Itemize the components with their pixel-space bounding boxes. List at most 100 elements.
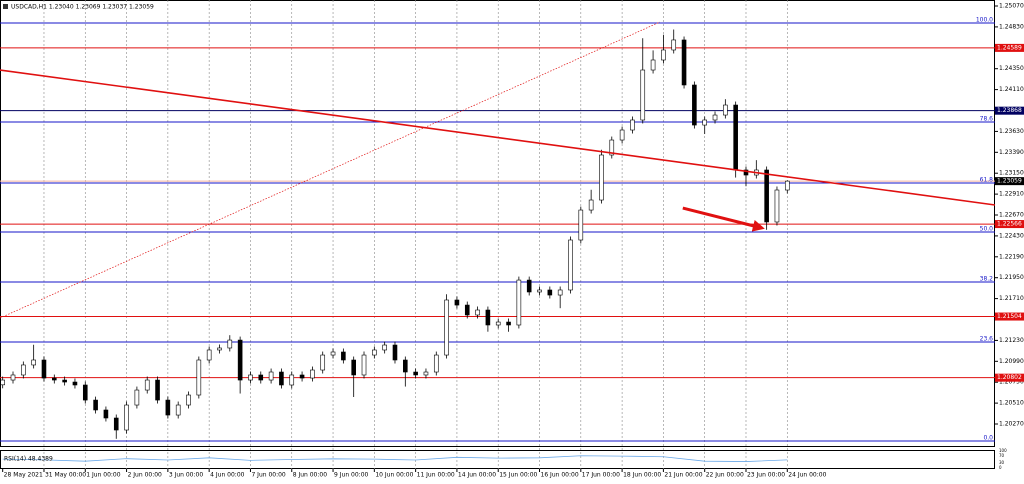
x-tick-label: 15 Jun 00:00 xyxy=(499,472,537,479)
candle-body xyxy=(609,139,615,156)
candle-body xyxy=(330,351,336,356)
level-price-label: 1.24589 xyxy=(997,44,1022,51)
candle-body xyxy=(506,321,511,326)
y-tick-label: 1.20510 xyxy=(999,400,1024,407)
fib-level-label: 100.0 xyxy=(976,16,993,23)
x-tick-label: 23 Jun 00:00 xyxy=(747,472,785,479)
candle-body xyxy=(692,84,697,126)
candle-body xyxy=(258,374,264,381)
candle-body xyxy=(21,364,26,376)
y-tick-label: 1.22430 xyxy=(999,232,1024,239)
candle-body xyxy=(526,279,532,293)
candle-body xyxy=(72,381,78,386)
candle-body xyxy=(124,404,129,431)
level-price-label: 1.23868 xyxy=(997,107,1022,114)
candle-body xyxy=(52,377,57,381)
fib-level-label: 50.0 xyxy=(980,225,994,232)
candle-body xyxy=(248,374,253,381)
candle-body xyxy=(155,379,160,401)
candle-body xyxy=(485,309,491,326)
candle-body xyxy=(320,354,326,371)
candle-body xyxy=(723,104,728,116)
trend-line xyxy=(0,69,996,206)
level-price-label: 1.20802 xyxy=(997,374,1022,381)
x-tick-label: 9 Jun 00:00 xyxy=(334,472,368,479)
y-tick-label: 1.23390 xyxy=(999,149,1024,156)
candle-body xyxy=(382,344,387,351)
candle-body xyxy=(361,354,367,376)
candle-body xyxy=(671,39,677,51)
y-tick-label: 1.25070 xyxy=(999,3,1024,10)
x-tick-label: 14 Jun 00:00 xyxy=(458,472,496,479)
y-tick-label: 1.21950 xyxy=(999,274,1024,281)
candle-body xyxy=(588,199,594,211)
y-tick-label: 1.22190 xyxy=(999,253,1024,260)
chart-title: USDCAD,H1 1.23040 1.23069 1.23037 1.2305… xyxy=(11,4,154,11)
y-tick-label: 1.24830 xyxy=(999,23,1024,30)
candle-body xyxy=(619,129,625,141)
candle-body xyxy=(712,114,718,121)
candle-body xyxy=(351,359,356,376)
candle-body xyxy=(413,371,418,376)
x-tick-label: 31 May 00:00 xyxy=(45,472,86,479)
candle-body xyxy=(268,371,274,381)
candle-body xyxy=(196,359,202,396)
candle-body xyxy=(661,49,666,61)
arrow xyxy=(682,206,765,232)
candle-body xyxy=(0,379,5,386)
x-tick-label: 18 Jun 00:00 xyxy=(623,472,661,479)
x-tick-label: 11 Jun 00:00 xyxy=(417,472,455,479)
levels-layer: 100.0 78.6 61.8 50.0 38.2 23.6 0.0 xyxy=(0,16,995,442)
x-tick-label: 16 Jun 00:00 xyxy=(541,472,579,479)
candles-layer xyxy=(0,29,790,462)
candle-body xyxy=(134,389,140,406)
plot-frame xyxy=(0,0,995,447)
rsi-tick-label: 30 xyxy=(999,460,1005,465)
level-price-box xyxy=(995,373,1024,382)
x-tick-label: 3 Jun 00:00 xyxy=(169,472,203,479)
level-price-label: 1.21504 xyxy=(997,313,1022,320)
candle-body xyxy=(31,359,36,366)
rsi-line xyxy=(2,455,788,462)
level-price-box xyxy=(995,43,1024,52)
candle-body xyxy=(495,321,501,326)
candle-body xyxy=(475,309,480,316)
y-tick-label: 1.22910 xyxy=(999,191,1024,198)
candle-body xyxy=(279,371,284,386)
level-price-label: 1.23059 xyxy=(997,178,1022,185)
x-tick-label: 4 Jun 00:00 xyxy=(210,472,244,479)
symbol-icon xyxy=(3,4,8,9)
candle-body xyxy=(82,384,88,401)
candle-body xyxy=(568,239,573,291)
candle-body xyxy=(774,189,780,223)
candle-body xyxy=(289,374,295,386)
candle-body xyxy=(681,39,687,86)
y-tick-label: 1.21230 xyxy=(999,337,1024,344)
rsi-tick-label: 0 xyxy=(999,465,1002,470)
fib-level-label: 78.6 xyxy=(980,116,994,123)
candle-body xyxy=(702,119,707,126)
level-price-box xyxy=(995,177,1024,186)
axis-layer: 1.25070 1.24830 1.24350 1.24110 1.23630 1.233… xyxy=(2,3,1024,479)
candle-body xyxy=(557,289,563,296)
candle-body xyxy=(341,351,346,361)
y-tick-label: 1.20270 xyxy=(999,421,1024,428)
candle-body xyxy=(547,289,553,296)
candle-body xyxy=(217,347,222,351)
candle-body xyxy=(599,154,604,201)
candle-body xyxy=(454,299,460,306)
fib-level-label: 23.6 xyxy=(980,335,994,342)
rsi-tick-label: 100 xyxy=(999,448,1007,453)
x-tick-label: 10 Jun 00:00 xyxy=(375,472,413,479)
candle-body xyxy=(299,374,305,379)
candle-body xyxy=(578,209,584,241)
candle-body xyxy=(464,304,470,316)
candle-body xyxy=(743,169,749,176)
level-price-box xyxy=(995,312,1024,321)
y-tick-label: 1.22670 xyxy=(999,212,1024,219)
candle-body xyxy=(165,399,171,416)
candle-body xyxy=(41,359,47,379)
candle-body xyxy=(433,354,439,373)
candle-body xyxy=(650,59,656,71)
